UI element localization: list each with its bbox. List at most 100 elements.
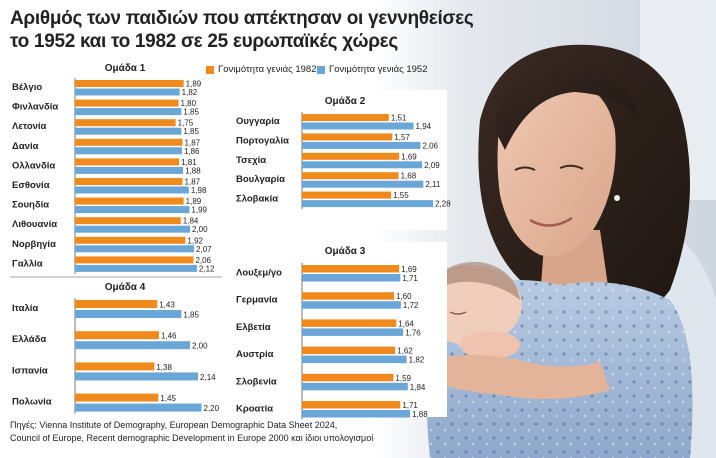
group-2-label-4: Βουλγαρία: [236, 174, 285, 185]
group-3-label-4: Αυστρία: [236, 349, 274, 360]
group-2-value-1982-1: 1,51: [391, 114, 407, 123]
group-3-bar-1952-3: [302, 328, 404, 336]
group-2-value-1952-3: 2,09: [424, 161, 440, 170]
group-2-bar-1982-4: [302, 172, 399, 180]
group-4-value-1982-4: 1,45: [160, 394, 176, 403]
group-2-label-2: Πορτογαλία: [236, 135, 289, 146]
source-note: Πηγές: Vienna Institute of Demography, E…: [10, 419, 373, 445]
group-1-bar-1952-9: [75, 245, 195, 253]
group-3-label-5: Σλοβενία: [236, 376, 277, 387]
group-2-value-1982-4: 1,68: [401, 172, 417, 181]
group-3-bar-1952-4: [302, 355, 407, 364]
group-2-header: Ομάδα 2: [325, 96, 366, 107]
group-1-value-1952-1: 1,82: [182, 88, 198, 97]
group-1-value-1982-9: 1,92: [187, 236, 203, 245]
group-3-bar-1982-1: [302, 265, 400, 273]
group-4-bar-1982-4: [75, 393, 159, 402]
group-3-value-1952-3: 1,76: [405, 328, 421, 337]
group-1-label-3: Λετονία: [12, 121, 47, 132]
source-line-2: Council of Europe, Recent demographic De…: [10, 433, 374, 443]
group-1-bar-1982-5: [75, 158, 180, 166]
group-4-bar-1952-4: [75, 403, 202, 412]
group-2-label-1: Ουγγαρία: [236, 116, 280, 127]
group-1-value-1982-2: 1,80: [181, 99, 197, 108]
group-3-value-1952-1: 1,71: [402, 274, 418, 283]
group-1-value-1952-3: 1,85: [183, 127, 199, 136]
group-4-bar-1952-1: [75, 310, 182, 318]
group-4-bar-1982-2: [75, 331, 159, 340]
group-2-bar-1982-2: [302, 133, 393, 141]
group-1-bar-1952-3: [75, 127, 182, 135]
group-4-bar-1952-3: [75, 372, 199, 381]
group-1-label-1: Βέλγιο: [12, 82, 42, 93]
group-1-label-2: Φινλανδία: [12, 102, 58, 113]
group-2-bar-1952-5: [302, 200, 434, 208]
group-2-bar-1982-5: [302, 191, 392, 199]
group-3-bar-1952-1: [302, 274, 401, 282]
group-3-label-1: Λουξεμ/γο: [236, 268, 282, 279]
group-2-value-1982-2: 1,57: [394, 133, 410, 142]
source-line-1: Πηγές: Vienna Institute of Demography, E…: [10, 420, 338, 430]
group-4-bar-1952-2: [75, 341, 190, 350]
group-4-value-1952-1: 1,85: [183, 311, 199, 320]
group-4-value-1982-3: 1,38: [156, 363, 172, 372]
group-1-bar-1982-7: [75, 197, 184, 205]
group-2-bar-1952-1: [302, 122, 414, 130]
group-1-bar-1982-9: [75, 236, 186, 244]
group-3-bar-1952-6: [302, 410, 411, 418]
group-1-value-1982-10: 2,06: [195, 256, 211, 265]
group-1-value-1982-8: 1,84: [183, 217, 199, 226]
group-3-label-3: Ελβετία: [236, 322, 271, 333]
group-1-bar-1952-7: [75, 206, 190, 214]
group-3-bar-1952-5: [302, 382, 408, 391]
chart-title: Αριθμός των παιδιών που απέκτησαν οι γεν…: [10, 7, 474, 53]
group-3-bar-1982-5: [302, 373, 394, 382]
group-3-value-1952-6: 1,88: [412, 410, 428, 419]
group-1-label-5: Ολλανδία: [12, 160, 55, 171]
group-2-bar-1982-1: [302, 114, 389, 121]
group-1-bar-1952-6: [75, 186, 189, 194]
group-4-value-1952-2: 2,00: [192, 342, 208, 351]
group-3-header: Ομάδα 3: [325, 246, 366, 257]
legend-item-1952: Γονιμότητα γενιάς 1952: [317, 64, 427, 75]
group-2-label-3: Τσεχία: [236, 155, 266, 166]
group-2-bar-1952-3: [302, 161, 423, 169]
group-2-bar-1982-3: [302, 152, 400, 160]
group-1-value-1952-8: 2,00: [192, 225, 208, 234]
group-2-value-1982-3: 1,69: [401, 152, 417, 161]
group-2-value-1952-1: 1,94: [416, 122, 432, 131]
group-3-value-1982-5: 1,59: [395, 374, 411, 383]
group-2-value-1982-5: 1,55: [393, 191, 409, 200]
group-4-header: Ομάδα 4: [105, 282, 146, 293]
legend-label-1982: Γονιμότητα γενιάς 1982: [218, 64, 317, 75]
group-4-value-1952-4: 2,20: [204, 404, 220, 413]
group-4-label-4: Πολωνία: [12, 397, 52, 408]
group-1-value-1952-9: 2,07: [196, 245, 212, 254]
group-3-bar-1982-2: [302, 292, 394, 300]
group-2-bar-1952-2: [302, 141, 421, 149]
group-3-bar-1982-3: [302, 319, 397, 327]
group-1-value-1982-7: 1,89: [186, 197, 202, 206]
title-line-1: Αριθμός των παιδιών που απέκτησαν οι γεν…: [10, 8, 474, 29]
group-4-label-3: Ισπανία: [12, 365, 48, 376]
group-1-value-1952-7: 1,99: [191, 206, 207, 215]
group-1-value-1982-6: 1,87: [185, 178, 201, 187]
group-4-label-1: Ιταλία: [12, 303, 38, 314]
group-1-label-8: Λιθουανία: [12, 219, 57, 230]
group-2-value-1952-4: 2,11: [425, 180, 441, 189]
group-2-label-5: Σλοβακία: [236, 194, 278, 205]
group-3-value-1982-3: 1,64: [398, 319, 414, 328]
group-1-bar-1982-3: [75, 119, 176, 127]
group-2-value-1952-2: 2,06: [422, 141, 438, 150]
group-3-label-2: Γερμανία: [236, 295, 278, 306]
group-1-bar-1952-4: [75, 147, 182, 155]
group-1-bar-1952-8: [75, 225, 190, 233]
group-1-bar-1952-1: [75, 88, 180, 96]
group-1-label-7: Σουηδία: [12, 200, 49, 211]
group-1-value-1952-4: 1,86: [184, 147, 200, 156]
legend-item-1982: Γονιμότητα γενιάς 1982: [206, 64, 316, 75]
group-1-value-1982-3: 1,75: [178, 119, 194, 128]
group-1-value-1982-4: 1,87: [185, 138, 201, 147]
group-3-value-1982-2: 1,60: [396, 292, 412, 301]
